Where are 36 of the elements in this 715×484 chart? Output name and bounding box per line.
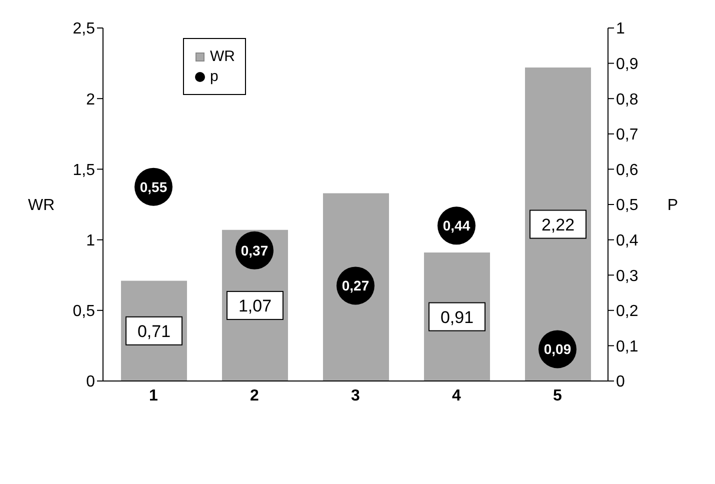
y-tick-label: 0 xyxy=(86,374,96,391)
data-label: 0,37 xyxy=(240,242,268,258)
y2-tick-label: 0,3 xyxy=(616,268,638,285)
y2-tick-label: 0,5 xyxy=(616,197,638,214)
y2-tick-label: 0,1 xyxy=(616,338,638,356)
y2-tick-label: 0,8 xyxy=(616,91,638,108)
y2-tick-label: 1 xyxy=(616,20,625,38)
y2-tick-label: 0,9 xyxy=(616,56,638,73)
data-label: 0,55 xyxy=(140,178,168,195)
legend-label: WR xyxy=(210,48,235,65)
y-tick-label: 2,5 xyxy=(72,20,96,38)
data-label: 0,09 xyxy=(544,341,572,358)
data-label: 0,91 xyxy=(440,308,474,327)
data-label: 1,07 xyxy=(238,296,272,316)
data-label: 0,44 xyxy=(442,218,470,234)
y2-tick-label: 0,7 xyxy=(616,126,638,144)
x-tick-label: 4 xyxy=(452,387,462,404)
data-label: 0,27 xyxy=(342,278,370,294)
y2-tick-label: 0,4 xyxy=(616,232,638,250)
x-tick-label: 3 xyxy=(351,387,360,404)
y2-tick-label: 0,6 xyxy=(616,162,638,179)
y2-tick-label: 0 xyxy=(616,374,625,391)
y-tick-label: 2 xyxy=(86,91,96,108)
y2-tick-label: 0,2 xyxy=(616,303,638,320)
y-axis-title: WR xyxy=(28,197,55,214)
x-tick-label: 5 xyxy=(553,387,562,404)
x-tick-label: 2 xyxy=(250,387,260,404)
legend-label: p xyxy=(210,68,218,85)
data-label: 0,71 xyxy=(137,322,171,341)
data-label: 2,22 xyxy=(541,215,575,234)
x-tick-label: 1 xyxy=(149,387,158,404)
y2-axis-title: P xyxy=(667,197,678,214)
y-tick-label: 1 xyxy=(86,232,96,250)
y-tick-label: 1,5 xyxy=(72,162,96,179)
y-tick-label: 0,5 xyxy=(72,303,96,320)
bar xyxy=(323,193,389,381)
